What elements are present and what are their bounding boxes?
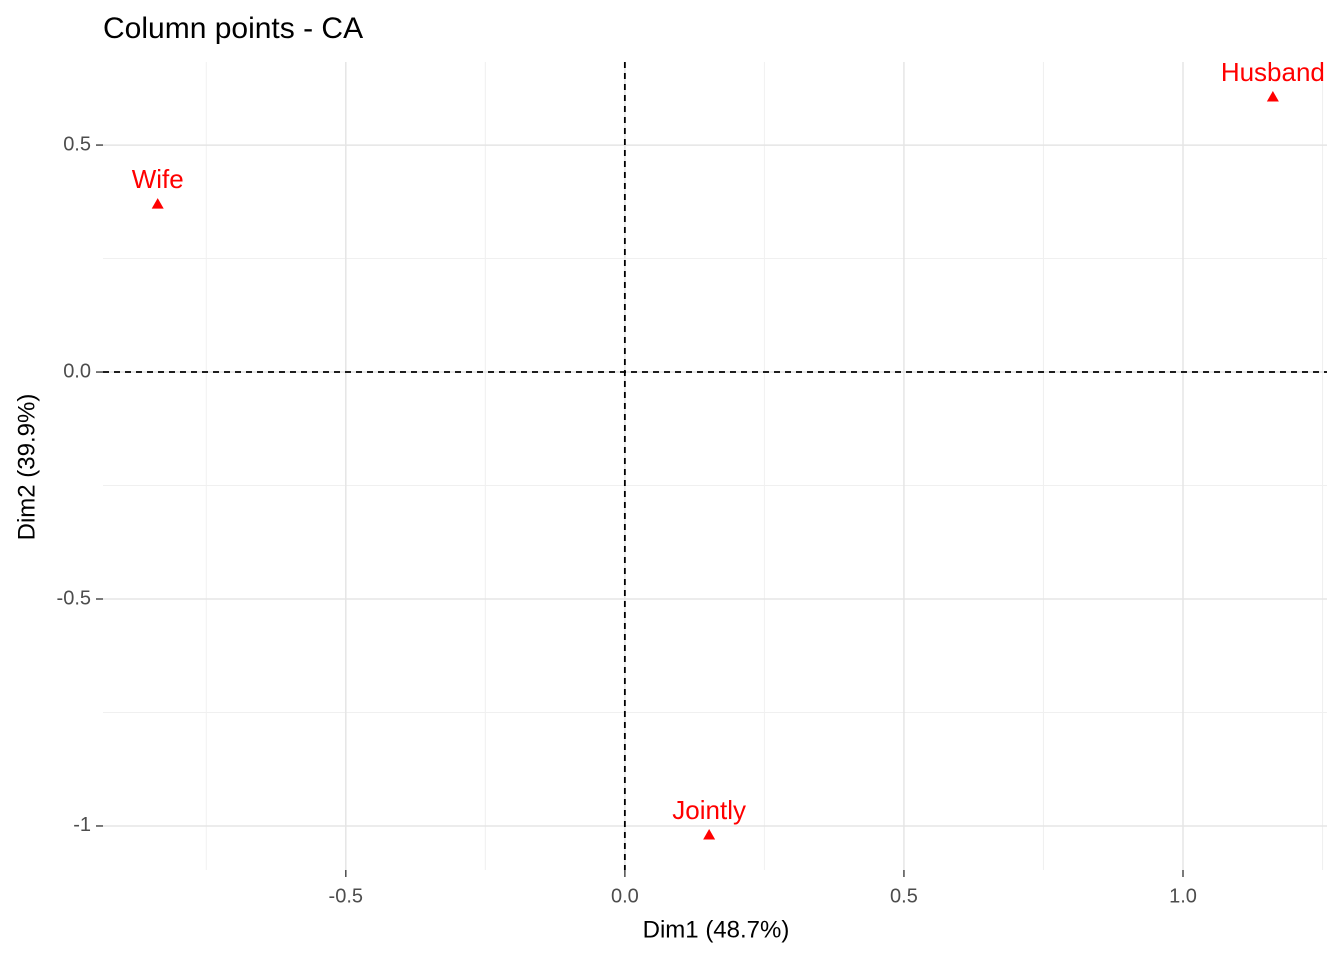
y-tick-label: -1 (73, 814, 91, 836)
x-tick-label: 0.0 (611, 885, 639, 907)
x-axis-title: Dim1 (48.7%) (643, 916, 790, 943)
y-tick-label: 0.0 (63, 360, 91, 382)
point-label: Jointly (672, 795, 746, 825)
point (1266, 90, 1279, 102)
x-tick-label: 0.5 (890, 885, 918, 907)
x-tick-label: -0.5 (329, 885, 363, 907)
point-label: Husband (1221, 57, 1325, 87)
point (703, 829, 716, 840)
point-label: Wife (132, 164, 184, 194)
y-tick-label: 0.5 (63, 133, 91, 155)
y-axis-title: Dim2 (39.9%) (13, 394, 40, 541)
point (151, 198, 164, 209)
y-tick-label: -0.5 (57, 587, 91, 609)
chart-title: Column points - CA (103, 12, 363, 45)
x-tick-label: 1.0 (1169, 885, 1197, 907)
